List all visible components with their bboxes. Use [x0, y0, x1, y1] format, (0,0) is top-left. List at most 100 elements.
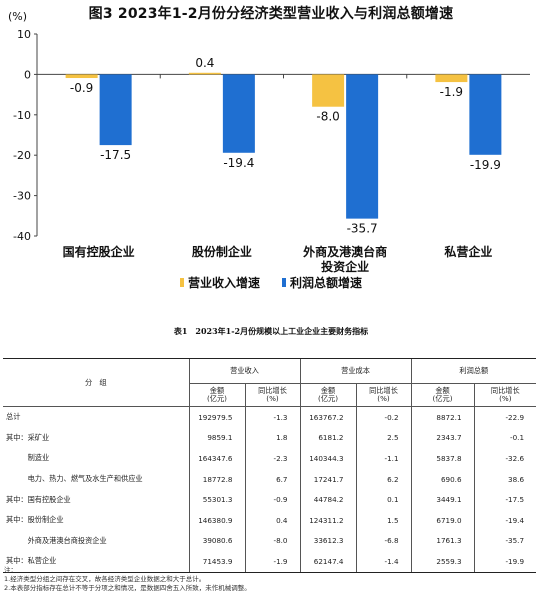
bar-profit: [346, 74, 379, 219]
table-title: 表1 2023年1-2月份规模以上工业企业主要财务指标: [173, 326, 369, 336]
row-label: 其中：私营企业: [3, 551, 189, 573]
table-cell: -1.4: [355, 551, 412, 573]
table-cell: 5837.8: [410, 448, 475, 469]
table-cell: 71453.9: [188, 551, 245, 573]
sub-header-amount: 金额 (亿元): [299, 383, 357, 407]
table-cell: 164347.6: [188, 448, 245, 469]
bar-profit: [99, 74, 132, 146]
table-cell: 0.1: [355, 489, 412, 510]
table-cell: -2.3: [244, 448, 301, 469]
table-cell: 55301.3: [188, 489, 245, 510]
sub-header-row: 金额 (亿元) 同比增长 (%) 金额 (亿元) 同比增长 (%) 金额 (亿元) 同比增长 (%): [3, 383, 537, 407]
table-cell: 62147.4: [299, 551, 357, 573]
row-label: 外商及港澳台商投资企业: [6, 535, 107, 545]
table-cell: 9859.1: [188, 427, 245, 449]
chart-bars: [65, 72, 502, 219]
table-cell: -8.0: [244, 530, 301, 552]
legend-swatch: [282, 278, 286, 287]
chart-legend: 营业收入增速 利润总额增速: [180, 275, 362, 290]
table-cell: 6719.0: [410, 509, 475, 531]
table-cell: 1761.3: [410, 530, 475, 552]
legend-swatch: [180, 278, 184, 287]
table-cell: 6.2: [355, 468, 412, 490]
table-cell: 8872.1: [410, 406, 475, 428]
table-notes: 注： 1.经济类型分组之间存在交叉，故各经济类型企业数据之和大于总计。 2.本表部分…: [4, 566, 251, 593]
table-cell: 3449.1: [410, 489, 475, 510]
table-cell: -17.5: [473, 489, 537, 510]
table-cell: 2343.7: [410, 427, 475, 449]
table-cell: 140344.3: [299, 448, 357, 469]
data-label: -8.0: [316, 110, 339, 124]
sub-header-amount: 金额 (亿元): [188, 383, 245, 407]
bar-revenue: [65, 74, 98, 79]
table-cell: -19.9: [473, 551, 537, 573]
table-cell: 1.8: [244, 427, 301, 449]
bar-chart: 10 0 -10 -20 -30 -40 (%) -0.9 -17.5 国有控股企业 0.4 -19…: [8, 10, 530, 290]
table-row: 总计 192979.5 -1.3 163767.2 -0.2 8872.1 -22.9: [3, 406, 537, 428]
table-cell: 192979.5: [188, 406, 245, 428]
table-cell: 2559.3: [410, 551, 475, 573]
x-category-label: 私营企业: [443, 244, 492, 259]
bar-revenue: [312, 74, 345, 107]
table-row: 制造业 164347.6 -2.3 140344.3 -1.1 5837.8 -32.6: [3, 448, 537, 469]
data-label: -17.5: [100, 148, 131, 162]
data-label: 0.4: [195, 56, 214, 70]
chart-labels: -0.9 -17.5 国有控股企业 0.4 -19.4 股份制企业 -8.0 -35.7 外商及…: [63, 56, 501, 274]
data-label: -19.4: [223, 156, 254, 170]
table-row: 电力、热力、燃气及水生产和供应业 18772.8 6.7 17241.7 6.2 690.…: [3, 468, 537, 490]
row-label: 制造业: [6, 453, 50, 463]
x-category-label: 外商及港澳台商: [303, 244, 387, 259]
table-row: 其中：国有控股企业 55301.3 -0.9 44784.2 0.1 3449.1 -17.…: [3, 489, 537, 510]
x-category-label: 国有控股企业: [63, 244, 135, 259]
table-cell: -22.9: [473, 406, 537, 428]
data-label: -1.9: [440, 85, 463, 99]
table-cell: -6.8: [355, 530, 412, 552]
bar-revenue: [188, 72, 221, 75]
bar-profit: [469, 74, 502, 155]
table-cell: -1.9: [244, 551, 301, 573]
table-cell: 2.5: [355, 427, 412, 449]
x-category-label: 股份制企业: [192, 244, 252, 259]
data-label: -0.9: [70, 81, 93, 95]
data-label: -35.7: [347, 222, 378, 236]
chart-axes: 10 0 -10 -20 -30 -40 (%): [8, 10, 530, 243]
group-header: 分 组: [3, 358, 189, 407]
table-row: 其中：采矿业 9859.1 1.8 6181.2 2.5 2343.7 -0.1: [3, 427, 537, 449]
table-cell: 6181.2: [299, 427, 357, 449]
legend-label: 利润总额增速: [290, 275, 362, 290]
table-cell: -1.3: [244, 406, 301, 428]
data-label: -19.9: [470, 158, 501, 172]
table-cell: -0.1: [473, 427, 537, 449]
table-cell: 0.4: [244, 509, 301, 531]
y-tick-label: 10: [17, 28, 31, 41]
sub-header-amount: 金额 (亿元): [410, 383, 475, 407]
chart-title: 图3 2023年1-2月份分经济类型营业收入与利润总额增速: [88, 6, 454, 22]
table-cell: 1.5: [355, 509, 412, 531]
table-cell: 146380.9: [188, 509, 245, 531]
table-cell: 17241.7: [299, 468, 357, 490]
legend-label: 营业收入增速: [188, 275, 260, 290]
row-label: 其中：国有控股企业: [6, 494, 71, 504]
note-line: 1.经济类型分组之间存在交叉，故各经济类型企业数据之和大于总计。: [4, 575, 206, 583]
table-cell: 38.6: [473, 468, 537, 490]
table-cell: -0.2: [355, 406, 412, 428]
table-cell: -32.6: [473, 448, 537, 469]
table-cell: 163767.2: [299, 406, 357, 428]
sub-header-growth: 同比增长 (%): [244, 383, 301, 407]
y-tick-label: -20: [13, 149, 31, 162]
table-cell: 6.7: [244, 468, 301, 490]
table-cell: 18772.8: [188, 468, 245, 490]
table-cell: 690.6: [410, 468, 475, 490]
sub-header-growth: 同比增长 (%): [473, 383, 537, 407]
table-cell: 39080.6: [188, 530, 245, 552]
y-tick-label: 0: [24, 68, 31, 81]
y-tick-label: -10: [13, 109, 31, 122]
table-cell: 33612.3: [299, 530, 357, 552]
table-cell: -19.4: [473, 509, 537, 531]
financial-indicators-table: 分 组 营业收入 营业成本 利润总额 金额 (亿元) 同比增长 (%) 金额 (亿元) 同比…: [3, 358, 537, 573]
row-label: 其中：股份制企业: [6, 515, 64, 525]
table-row: 外商及港澳台商投资企业 39080.6 -8.0 33612.3 -6.8 1761.3-…: [3, 530, 537, 552]
y-tick-label: -30: [13, 190, 31, 203]
table-cell: -35.7: [473, 530, 537, 552]
bar-profit: [222, 74, 255, 153]
